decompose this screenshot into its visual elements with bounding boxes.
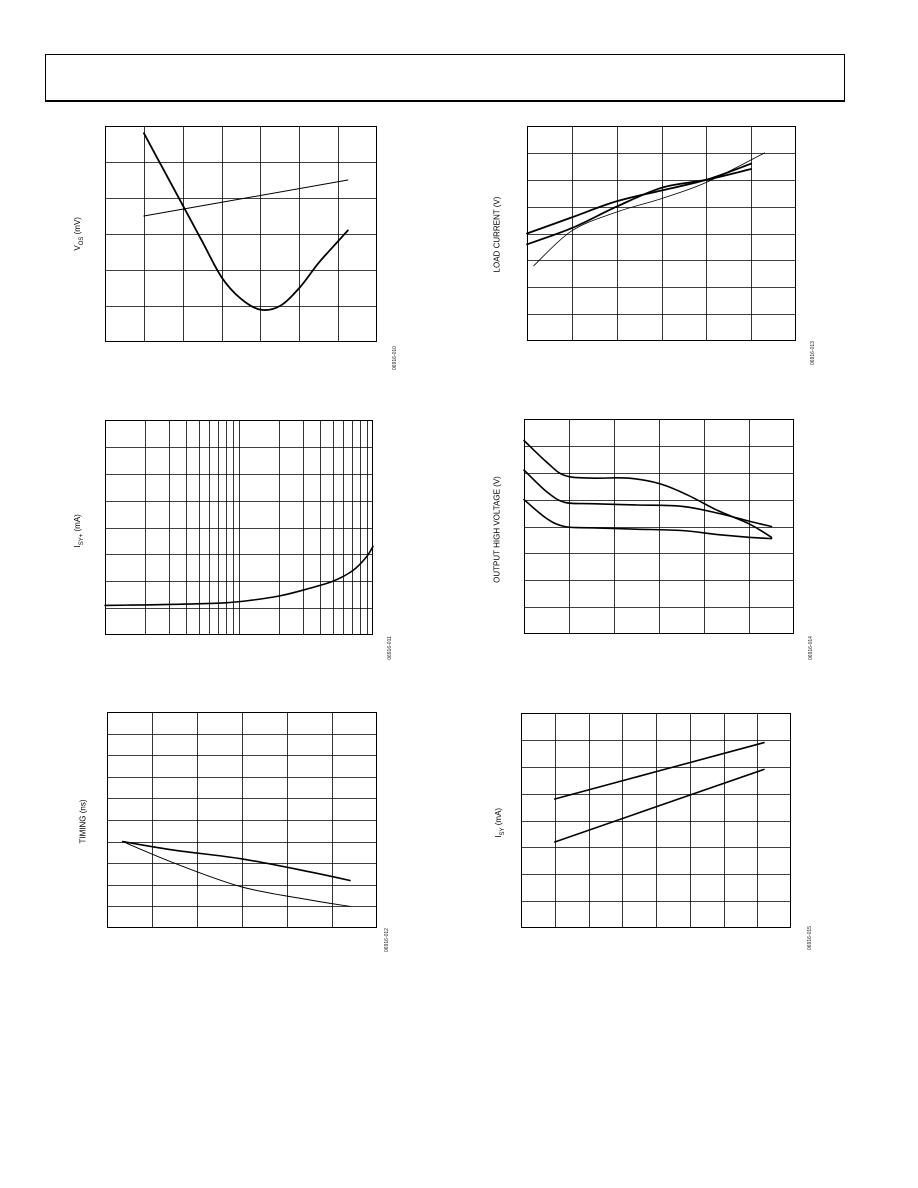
plot-frame bbox=[521, 713, 791, 928]
chart-vos-ylabel: VOS (mV) bbox=[73, 217, 85, 251]
series-line-2 bbox=[523, 469, 773, 528]
chart-output-high-voltage bbox=[523, 419, 794, 634]
chart-load-current-plot bbox=[526, 126, 796, 341]
chart-timing-ylabel: TIMING (ns) bbox=[78, 799, 88, 844]
page-header-box bbox=[45, 54, 845, 102]
series-line-2 bbox=[554, 768, 765, 843]
chart-load-current-figure-id: 06916-013 bbox=[810, 341, 816, 365]
plot-frame bbox=[524, 419, 794, 634]
chart-isy bbox=[521, 713, 791, 928]
chart-isy-plot bbox=[521, 713, 791, 928]
series-line-1 bbox=[526, 162, 753, 235]
chart-timing-figure-id: 06916-012 bbox=[384, 928, 390, 952]
chart-output-high-voltage-plot bbox=[523, 419, 794, 634]
chart-output-high-voltage-ylabel: OUTPUT HIGH VOLTAGE (V) bbox=[492, 476, 502, 583]
chart-vos-plot bbox=[105, 126, 377, 342]
chart-isy-plus-plot bbox=[104, 420, 374, 635]
chart-isy-plus bbox=[104, 420, 374, 635]
chart-vos bbox=[105, 126, 377, 342]
chart-vos-figure-id: 06916-010 bbox=[392, 346, 398, 370]
chart-isy-plus-ylabel: ISY+ (mA) bbox=[73, 514, 85, 548]
series-line-1 bbox=[104, 545, 374, 607]
chart-load-current bbox=[526, 126, 796, 341]
chart-timing-plot bbox=[107, 712, 377, 928]
series-line-3 bbox=[523, 498, 773, 540]
series-line-2 bbox=[143, 179, 349, 217]
series-line-2 bbox=[526, 168, 753, 246]
plot-frame bbox=[107, 712, 377, 928]
plot-frame bbox=[105, 420, 373, 635]
chart-isy-plus-figure-id: 06916-011 bbox=[387, 636, 393, 660]
chart-timing bbox=[107, 712, 377, 928]
chart-output-high-voltage-figure-id: 06916-014 bbox=[808, 636, 814, 660]
plot-frame bbox=[105, 126, 377, 342]
chart-load-current-ylabel: LOAD CURRENT (V) bbox=[492, 196, 502, 273]
series-line-1 bbox=[143, 132, 349, 311]
series-line-1 bbox=[121, 840, 351, 882]
series-line-2 bbox=[122, 841, 351, 907]
series-line-1 bbox=[554, 741, 765, 800]
chart-isy-ylabel: ISY (mA) bbox=[494, 807, 506, 838]
series-line-1 bbox=[523, 439, 773, 539]
series-line-3 bbox=[533, 152, 765, 267]
chart-isy-figure-id: 06916-015 bbox=[807, 926, 813, 950]
